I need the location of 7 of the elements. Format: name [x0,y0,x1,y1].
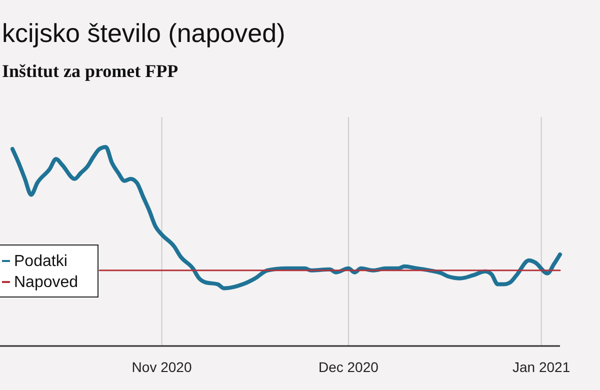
x-tick-label: Jan 2021 [512,359,570,375]
x-tick-label: Nov 2020 [132,359,192,375]
legend-label: Napoved [14,274,78,291]
chart-title: kcijsko število (napoved) [2,18,286,48]
legend-label: Podatki [14,253,68,270]
x-tick-label: Dec 2020 [318,359,379,375]
chart-subtitle: Inštitut za promet FPP [2,61,178,81]
